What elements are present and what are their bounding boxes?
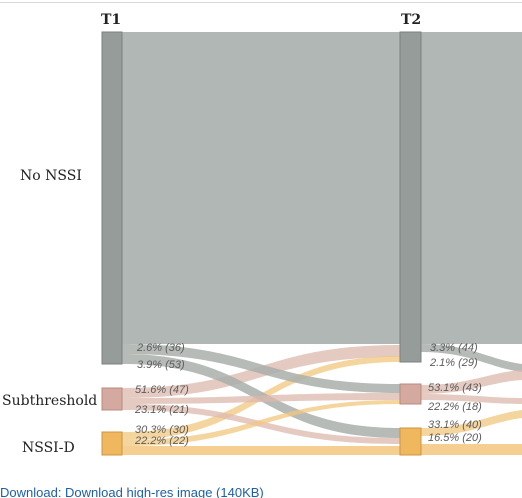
node-t1-nssi-d: [101, 431, 123, 456]
flow-label-t2-subthreshold-2: 22.2% (18): [427, 401, 482, 413]
category-label-no-nssi: No NSSI: [20, 168, 82, 184]
flow-t2-nssi-d-out-2: [421, 444, 522, 455]
flow-subthreshold-to-subthreshold: [122, 393, 400, 404]
flow-nssi-d-to-nssi-d: [122, 446, 400, 455]
flow-label-t1-nssi-d-2: 22.2% (22): [134, 435, 189, 447]
column-header-t1: T1: [101, 12, 121, 28]
flow-label-t2-nssi-d-2: 16.5% (20): [428, 432, 482, 444]
flow-label-t2-no-nssi-2: 2.1% (29): [429, 357, 478, 369]
flow-no-nssi-continuation: [421, 32, 522, 344]
node-t2-nssi-d: [399, 427, 422, 456]
flow-label-t2-subthreshold-1: 53.1% (43): [428, 382, 482, 394]
sankey-diagram: T1 T2 No NSSI Subthreshold NSSI-D 2.6% (…: [2, 12, 522, 456]
flow-label-t1-no-nssi-1: 2.6% (36): [136, 342, 185, 354]
category-label-subthreshold: Subthreshold: [2, 393, 97, 409]
node-t2-subthreshold: [399, 383, 422, 405]
node-t2-no-nssi: [399, 31, 422, 363]
category-label-nssi-d: NSSI-D: [22, 440, 75, 456]
flow-t2-no-nssi-out-1: [421, 344, 522, 372]
node-t1-no-nssi: [101, 31, 123, 365]
flow-label-t2-nssi-d-1: 33.1% (40): [428, 419, 482, 431]
flow-label-t2-no-nssi-1: 3.3% (44): [430, 342, 478, 354]
top-divider: [0, 2, 522, 3]
column-header-t2: T2: [401, 12, 421, 28]
flow-t2-nssi-d-out: [421, 410, 522, 436]
flow-label-t1-nssi-d-1: 30.3% (30): [135, 424, 189, 436]
flow-label-t1-no-nssi-2: 3.9% (53): [137, 359, 185, 371]
flow-t2-subthreshold-out: [421, 370, 522, 394]
flow-label-t1-subthreshold-1: 51.6% (47): [135, 384, 189, 396]
download-link[interactable]: Download: Download high-res image (140KB…: [0, 485, 264, 498]
flow-t2-subthreshold-out-2: [421, 394, 522, 404]
flow-label-t1-subthreshold-2: 23.1% (21): [134, 404, 189, 416]
flow-nssi-d-to-subthreshold: [122, 400, 400, 446]
flow-no-nssi-to-no-nssi: [122, 32, 400, 344]
flow-no-nssi-to-subthreshold: [122, 344, 400, 393]
node-t1-subthreshold: [101, 387, 123, 411]
